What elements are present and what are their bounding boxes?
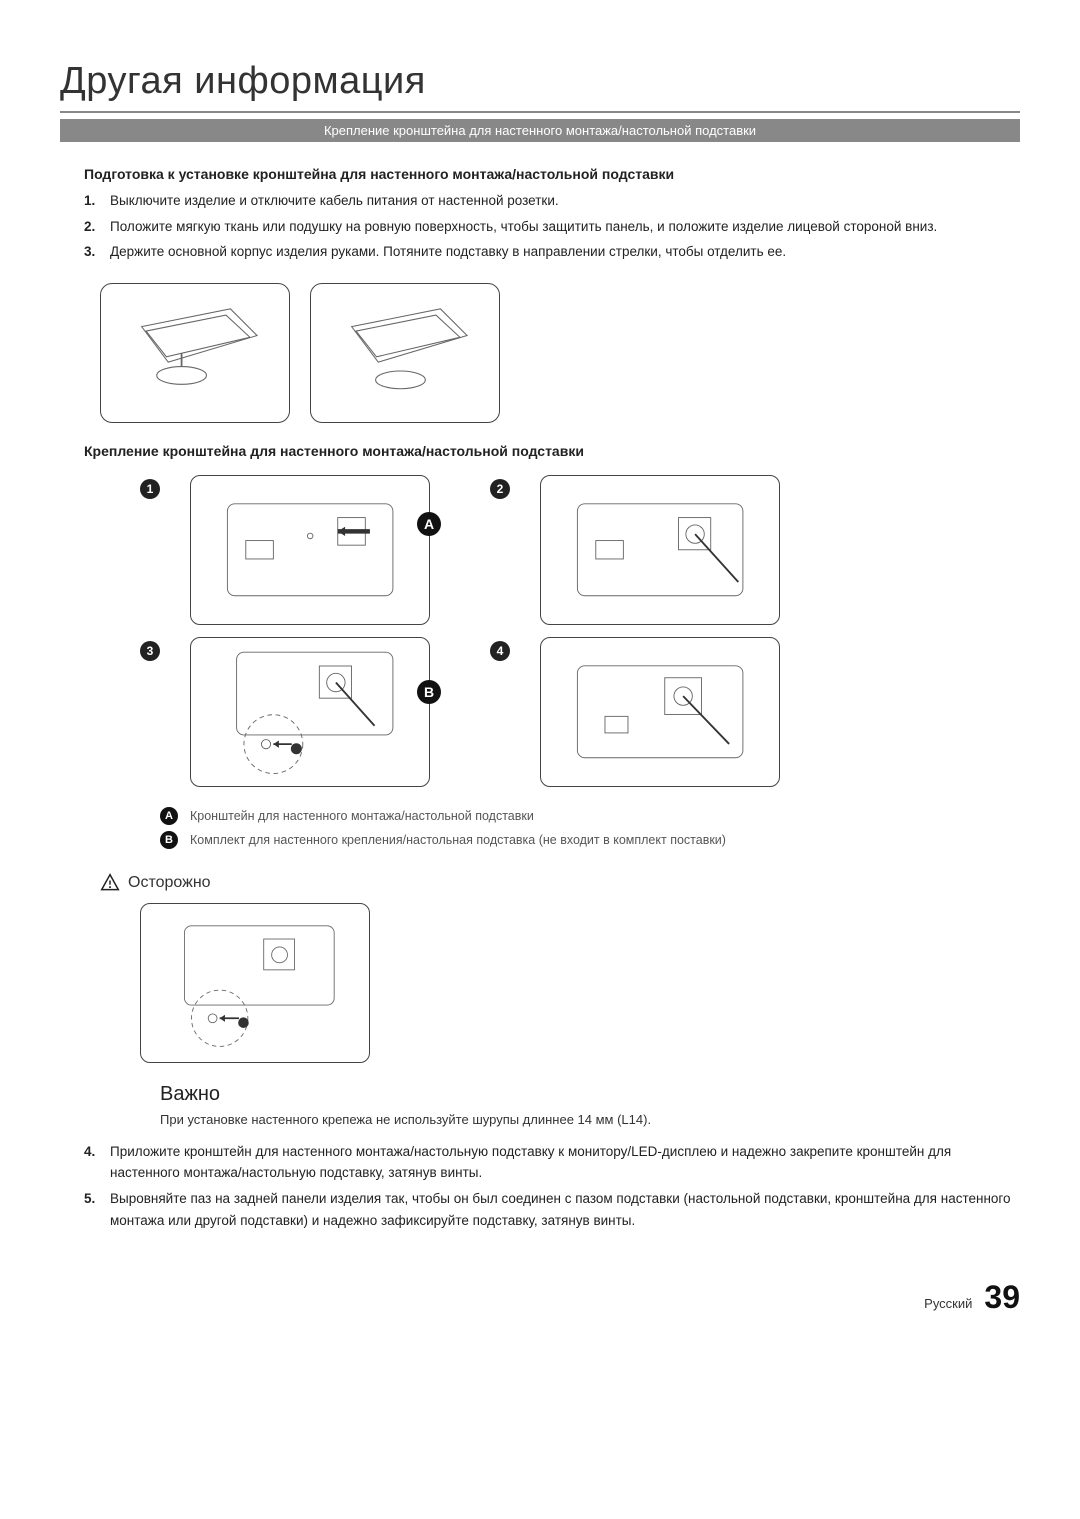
prep-diagram-1: [100, 283, 290, 423]
legend-row-a: A Кронштейн для настенного монтажа/насто…: [160, 807, 1020, 825]
step-text: Выключите изделие и отключите кабель пит…: [110, 190, 1020, 212]
step-number: 2.: [84, 216, 110, 238]
prep-heading: Подготовка к установке кронштейна для на…: [84, 166, 1020, 182]
step-item: 5.Выровняйте паз на задней панели издели…: [84, 1188, 1020, 1231]
step-text: Положите мягкую ткань или подушку на ров…: [110, 216, 1020, 238]
legend: A Кронштейн для настенного монтажа/насто…: [160, 807, 1020, 849]
page-footer: Русский 39: [60, 1279, 1020, 1316]
letter-b-marker: B: [417, 680, 441, 704]
step-item: 1.Выключите изделие и отключите кабель п…: [84, 190, 1020, 212]
tv-back-stand-icon: [209, 643, 411, 781]
step-circle-4: 4: [490, 641, 510, 661]
section-bar: Крепление кронштейна для настенного монт…: [60, 119, 1020, 142]
footer-page-number: 39: [984, 1279, 1020, 1316]
step-number: 4.: [84, 1141, 110, 1184]
warning-icon: [100, 873, 120, 893]
caution-label: Осторожно: [128, 874, 211, 892]
tv-back-tool-icon: [559, 490, 761, 610]
prep-diagram-2: [310, 283, 500, 423]
tv-back-icon: [209, 490, 411, 610]
tv-caution-icon: [158, 917, 352, 1049]
step-circle-1: 1: [140, 479, 160, 499]
step-text: Держите основной корпус изделия руками. …: [110, 241, 1020, 263]
letter-a-marker: A: [417, 512, 441, 536]
step-item: 3.Держите основной корпус изделия руками…: [84, 241, 1020, 263]
important-text: При установке настенного крепежа не испо…: [160, 1112, 1020, 1127]
steps-list-1-3: 1.Выключите изделие и отключите кабель п…: [84, 190, 1020, 263]
prep-diagrams: [100, 283, 1020, 423]
caution-diagram: [140, 903, 1020, 1063]
important-title: Важно: [160, 1083, 1020, 1106]
tv-detach-icon: [115, 300, 275, 407]
mount-diagram-4: [540, 637, 780, 787]
important-block: Важно При установке настенного крепежа н…: [160, 1083, 1020, 1127]
footer-language: Русский: [924, 1296, 972, 1311]
mount-diagram-grid: 1 A 2 3: [140, 475, 1020, 787]
legend-letter-a: A: [160, 807, 178, 825]
mount-diagram-1: A: [190, 475, 430, 625]
steps-list-4-5: 4.Приложите кронштейн для настенного мон…: [84, 1141, 1020, 1231]
step-number: 3.: [84, 241, 110, 263]
legend-letter-b: B: [160, 831, 178, 849]
page-title: Другая информация: [60, 60, 1020, 113]
step-text: Приложите кронштейн для настенного монта…: [110, 1141, 1020, 1184]
tv-detach-icon: [325, 300, 485, 407]
step-circle-2: 2: [490, 479, 510, 499]
mount-diagram-2: [540, 475, 780, 625]
step-number: 1.: [84, 190, 110, 212]
tv-back-mounted-icon: [559, 652, 761, 772]
caution-row: Осторожно: [100, 873, 1020, 893]
mount-diagram-3: B: [190, 637, 430, 787]
legend-text-a: Кронштейн для настенного монтажа/настоль…: [190, 809, 534, 823]
step-text: Выровняйте паз на задней панели изделия …: [110, 1188, 1020, 1231]
legend-text-b: Комплект для настенного крепления/настол…: [190, 833, 726, 847]
step-circle-3: 3: [140, 641, 160, 661]
step-item: 2.Положите мягкую ткань или подушку на р…: [84, 216, 1020, 238]
step-item: 4.Приложите кронштейн для настенного мон…: [84, 1141, 1020, 1184]
step-number: 5.: [84, 1188, 110, 1231]
mount-heading: Крепление кронштейна для настенного монт…: [84, 443, 1020, 459]
legend-row-b: B Комплект для настенного крепления/наст…: [160, 831, 1020, 849]
